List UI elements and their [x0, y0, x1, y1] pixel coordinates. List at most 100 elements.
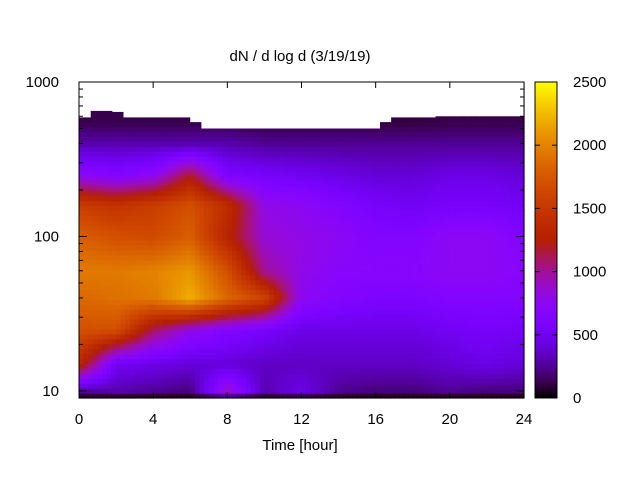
heatmap-cell [366, 185, 372, 192]
heatmap-cell [143, 235, 150, 241]
heatmap-cell [129, 383, 136, 389]
heatmap-cell [296, 289, 303, 295]
heatmap-cell [79, 240, 85, 246]
heatmap-cell [259, 175, 266, 182]
heatmap-cell [412, 274, 418, 281]
heatmap-cell [338, 141, 344, 147]
heatmap-cell [83, 180, 89, 187]
heatmap-cell [426, 220, 432, 226]
heatmap-cell [324, 378, 330, 384]
heatmap-cell [422, 116, 428, 123]
heatmap-cell [255, 319, 261, 325]
heatmap-cell [162, 165, 168, 172]
heatmap-cell [139, 338, 145, 345]
heatmap-cell [218, 289, 224, 295]
heatmap-cell [153, 348, 159, 355]
heatmap-cell [259, 368, 266, 374]
heatmap-cell [338, 254, 344, 261]
heatmap-cell [97, 383, 103, 389]
heatmap-cell [222, 338, 228, 345]
heatmap-cell [129, 378, 136, 384]
heatmap-cell [218, 249, 224, 256]
heatmap-cell [338, 328, 344, 335]
heatmap-cell [222, 205, 228, 211]
heatmap-cell [222, 274, 228, 281]
heatmap-cell [398, 383, 405, 389]
heatmap-cell [287, 284, 293, 290]
heatmap-cell [320, 200, 326, 207]
heatmap-cell [380, 314, 386, 320]
heatmap-cell [241, 175, 247, 182]
heatmap-cell [218, 363, 224, 369]
heatmap-cell [310, 383, 317, 389]
heatmap-cell [278, 200, 284, 207]
heatmap-cell [167, 230, 173, 236]
heatmap-cell [125, 299, 131, 305]
heatmap-cell [139, 141, 145, 147]
heatmap-cell [111, 264, 117, 271]
heatmap-cell [97, 358, 103, 365]
heatmap-cell [412, 235, 418, 241]
heatmap-cell [250, 393, 256, 399]
heatmap-cell [255, 328, 261, 335]
heatmap-cell [408, 210, 414, 216]
heatmap-cell [208, 240, 215, 246]
heatmap-cell [361, 156, 367, 162]
heatmap-cell [375, 254, 381, 261]
heatmap-cell [199, 200, 205, 207]
heatmap-cell [435, 215, 442, 221]
heatmap-cell [204, 304, 210, 310]
heatmap-cell [120, 304, 126, 310]
heatmap-cell [269, 299, 275, 305]
heatmap-cell [282, 230, 289, 236]
heatmap-cell [422, 215, 428, 221]
heatmap-cell [282, 264, 289, 271]
heatmap-cell [343, 304, 349, 310]
heatmap-cell [384, 170, 391, 177]
heatmap-cell [375, 244, 381, 251]
heatmap-cell [199, 185, 205, 192]
heatmap-cell [176, 244, 182, 251]
heatmap-cell [398, 373, 405, 379]
heatmap-cell [176, 156, 182, 162]
heatmap-cell [88, 259, 94, 266]
heatmap-cell [236, 175, 242, 182]
heatmap-cells [79, 82, 525, 399]
heatmap-cell [412, 249, 418, 256]
heatmap-cell [343, 383, 349, 389]
heatmap-cell [292, 294, 298, 300]
heatmap-cell [417, 121, 423, 128]
heatmap-cell [102, 333, 108, 340]
heatmap-cell [241, 338, 247, 345]
heatmap-cell [236, 215, 242, 221]
heatmap-cell [417, 141, 423, 147]
heatmap-cell [97, 235, 103, 241]
heatmap-cell [241, 269, 247, 276]
heatmap-cell [148, 363, 154, 369]
heatmap-cell [296, 314, 303, 320]
heatmap-cell [329, 254, 335, 261]
heatmap-cell [241, 319, 247, 325]
heatmap-cell [371, 343, 377, 350]
heatmap-cell [227, 200, 233, 207]
heatmap-cell [111, 156, 117, 162]
heatmap-cell [245, 274, 252, 281]
heatmap-cell [190, 244, 196, 251]
heatmap-cell [375, 141, 381, 147]
heatmap-cell [343, 240, 349, 246]
heatmap-cell [273, 175, 279, 182]
heatmap-cell [403, 299, 409, 305]
heatmap-cell [153, 136, 159, 142]
heatmap-cell [231, 284, 238, 290]
heatmap-cell [250, 348, 256, 355]
heatmap-cell [153, 244, 159, 251]
heatmap-cell [134, 284, 140, 290]
heatmap-cell [241, 240, 247, 246]
heatmap-cell [343, 131, 349, 137]
heatmap-cell [380, 249, 386, 256]
heatmap-cell [134, 249, 140, 256]
heatmap-cell [398, 274, 405, 281]
heatmap-cell [380, 175, 386, 182]
heatmap-cell [139, 328, 145, 335]
heatmap-cell [245, 161, 252, 167]
